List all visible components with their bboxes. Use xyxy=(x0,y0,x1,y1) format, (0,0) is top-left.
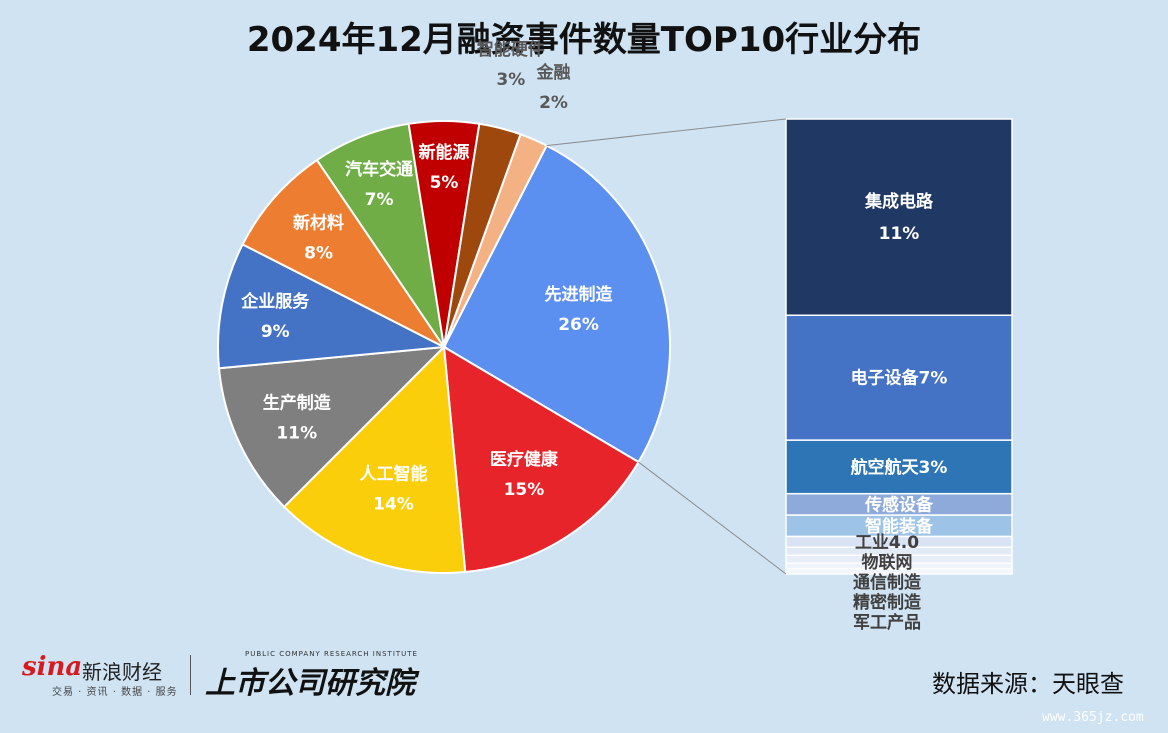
watermark: www.365jz.com xyxy=(1042,710,1144,725)
pie-slice-value-label: 8% xyxy=(304,243,333,263)
pie-slice-value-label: 15% xyxy=(504,480,545,500)
connector-line-bottom xyxy=(638,461,787,575)
stack-segment-label: 传感设备 xyxy=(864,494,934,515)
pie-slice xyxy=(442,345,640,574)
pie-slice xyxy=(217,243,448,370)
data-source: 数据来源：天眼查 xyxy=(932,670,1124,698)
stack-segment-label: 电子设备7% xyxy=(851,368,948,389)
pie-slice xyxy=(217,345,447,509)
pie-slice-label: 先进制造 xyxy=(545,284,614,305)
pie-slice-label: 医疗健康 xyxy=(490,449,559,470)
pie-slice-value-label: 5% xyxy=(430,173,459,193)
pie-slice-value-label: 14% xyxy=(373,494,414,514)
sina-logo-mark: sina xyxy=(22,652,83,682)
pie-slice-label: 生产制造 xyxy=(263,392,332,413)
stack-segment xyxy=(785,439,1013,495)
pie-slice-label: 企业服务 xyxy=(240,291,310,312)
stack-segment-label: 智能装备 xyxy=(865,516,934,537)
stack-segment xyxy=(785,118,1013,317)
stack-segment-label: 物联网 xyxy=(862,552,913,573)
institute-logo: PUBLIC COMPANY RESEARCH INSTITUTE 上市公司研究… xyxy=(205,650,435,701)
connector-lines xyxy=(546,118,787,575)
stack-segment-label: 工业4.0 xyxy=(855,533,919,553)
pie-slice-label: 金融 xyxy=(536,62,571,83)
pie-slice-value-label: 9% xyxy=(261,322,290,342)
pie-slice-value-label: 7% xyxy=(365,190,394,210)
logo-divider xyxy=(190,655,191,695)
sina-logo-subtitle: 交易 · 资讯 · 数据 · 服务 xyxy=(52,687,178,698)
pie-slice xyxy=(443,133,548,348)
pie-chart: 先进制造 26% 医疗健康 15% 人工智能 14% 生产制造 11% 企业服务 9% 新材料 8% 汽… xyxy=(217,39,671,574)
stack-segment-label: 军工产品 xyxy=(853,612,921,633)
pie-slice-value-label: 11% xyxy=(276,423,317,443)
pie-slice-label: 新能源 xyxy=(419,142,470,163)
pie-slice xyxy=(241,158,445,348)
sina-logo-text: 新浪财经 xyxy=(82,660,162,684)
pie-slice-value-label: 2% xyxy=(539,93,568,113)
pie-slice xyxy=(442,144,671,464)
pie-slice-label: 新材料 xyxy=(293,212,344,233)
connector-line-top xyxy=(546,118,787,147)
stack-segment-label: 通信制造 xyxy=(853,572,922,593)
stack-segment-value-label: 11% xyxy=(879,224,920,244)
stack-segment-label: 集成电路 xyxy=(864,191,934,212)
stack-segment xyxy=(785,567,1013,575)
pie-slice-value-label: 3% xyxy=(496,70,525,90)
pie-slice-label: 汽车交通 xyxy=(345,159,413,180)
stacked-bar-chart: 集成电路 11% 电子设备7% 航空航天3% 传感设备智能装备工业4.0物联网通信制造精… xyxy=(785,118,1013,633)
chart-title: 2024年12月融资事件数量TOP10行业分布 xyxy=(246,20,922,60)
pie-slice-label: 智能硬件 xyxy=(477,39,545,60)
stack-segment-label: 航空航天3% xyxy=(851,457,948,478)
stack-segment-label: 精密制造 xyxy=(853,592,922,613)
institute-logo-text: 上市公司研究院 xyxy=(205,666,415,701)
institute-logo-subtitle: PUBLIC COMPANY RESEARCH INSTITUTE xyxy=(245,650,418,658)
pie-slice xyxy=(282,344,467,574)
sina-finance-logo: sina 新浪财经 交易 · 资讯 · 数据 · 服务 xyxy=(22,650,192,700)
pie-slice-label: 人工智能 xyxy=(359,463,427,484)
pie-slice-value-label: 26% xyxy=(558,315,599,335)
